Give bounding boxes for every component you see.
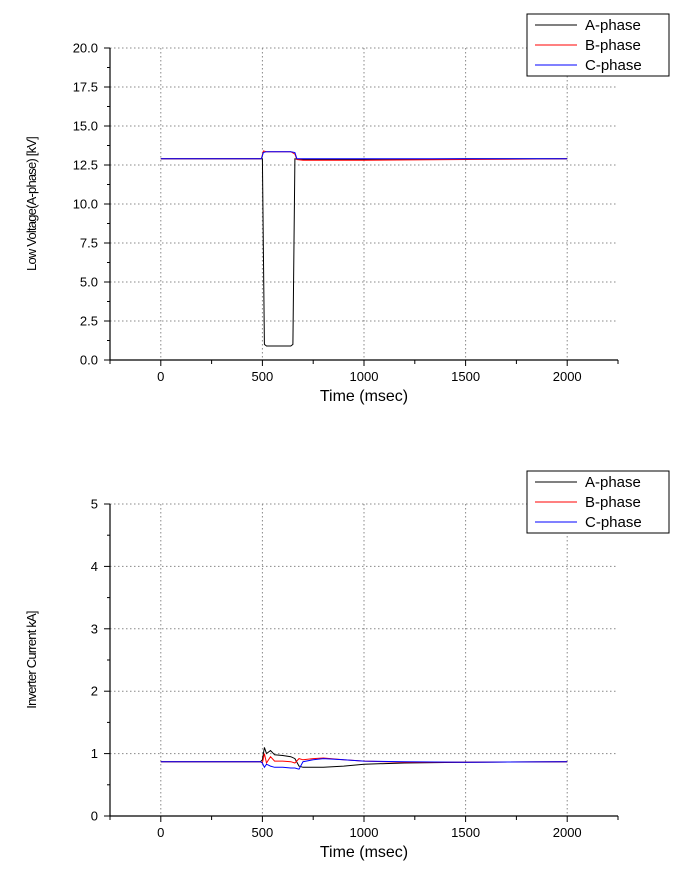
chart-panel-2: 0 500 1000 1500 2000 0 1 2 3 4 5 Time (msec) Inverte…: [24, 470, 670, 861]
series-line-c-phase: [160, 151, 568, 160]
x-tick-label: 2000: [553, 369, 582, 384]
y-tick-label: 7.5: [80, 236, 98, 251]
y-tick-label: 12.5: [73, 158, 98, 173]
legend-label: C-phase: [585, 57, 642, 74]
x-tick-label: 1500: [451, 369, 480, 384]
x-tick-label: 0: [157, 369, 164, 384]
y-tick-label: 5: [91, 497, 98, 512]
x-axis-title: Time (msec): [320, 388, 408, 405]
x-tick-label: 500: [252, 825, 274, 840]
legend-label: A-phase: [585, 474, 641, 491]
legend-label: C-phase: [585, 514, 642, 531]
y-tick-label: 10.0: [73, 197, 98, 212]
x-tick-label: 0: [157, 825, 164, 840]
legend-label: B-phase: [585, 494, 641, 511]
y-tick-label: 4: [91, 559, 98, 574]
y-tick-label: 0: [91, 809, 98, 824]
series-line-a-phase: [160, 158, 568, 347]
y-tick-label: 5.0: [80, 275, 98, 290]
x-tick-label: 1000: [350, 825, 379, 840]
y-tick-label: 2: [91, 684, 98, 699]
legend-label: A-phase: [585, 17, 641, 34]
legend-label: B-phase: [585, 37, 641, 54]
y-tick-label: 3: [91, 621, 98, 636]
series-line-a-phase: [160, 747, 568, 768]
chart-panel-1: 0 500 1000 1500 2000 0.0 2.5 5.0 7.5 10.0 12.5 15.0…: [24, 13, 670, 405]
y-tick-label: 2.5: [80, 314, 98, 329]
x-tick-label: 500: [252, 369, 274, 384]
y-axis-title: Inverter Current kA]: [24, 611, 39, 709]
x-tick-label: 2000: [553, 825, 582, 840]
y-tick-label: 17.5: [73, 80, 98, 95]
y-tick-label: 0.0: [80, 353, 98, 368]
x-tick-label: 1000: [350, 369, 379, 384]
y-axis-title: Low Voltage(A-phase) [kV]: [24, 137, 39, 271]
series-line-c-phase: [160, 758, 568, 770]
y-tick-label: 15.0: [73, 119, 98, 134]
y-tick-label: 1: [91, 746, 98, 761]
x-axis-title: Time (msec): [320, 844, 408, 861]
x-tick-label: 1500: [451, 825, 480, 840]
y-tick-label: 20.0: [73, 41, 98, 56]
